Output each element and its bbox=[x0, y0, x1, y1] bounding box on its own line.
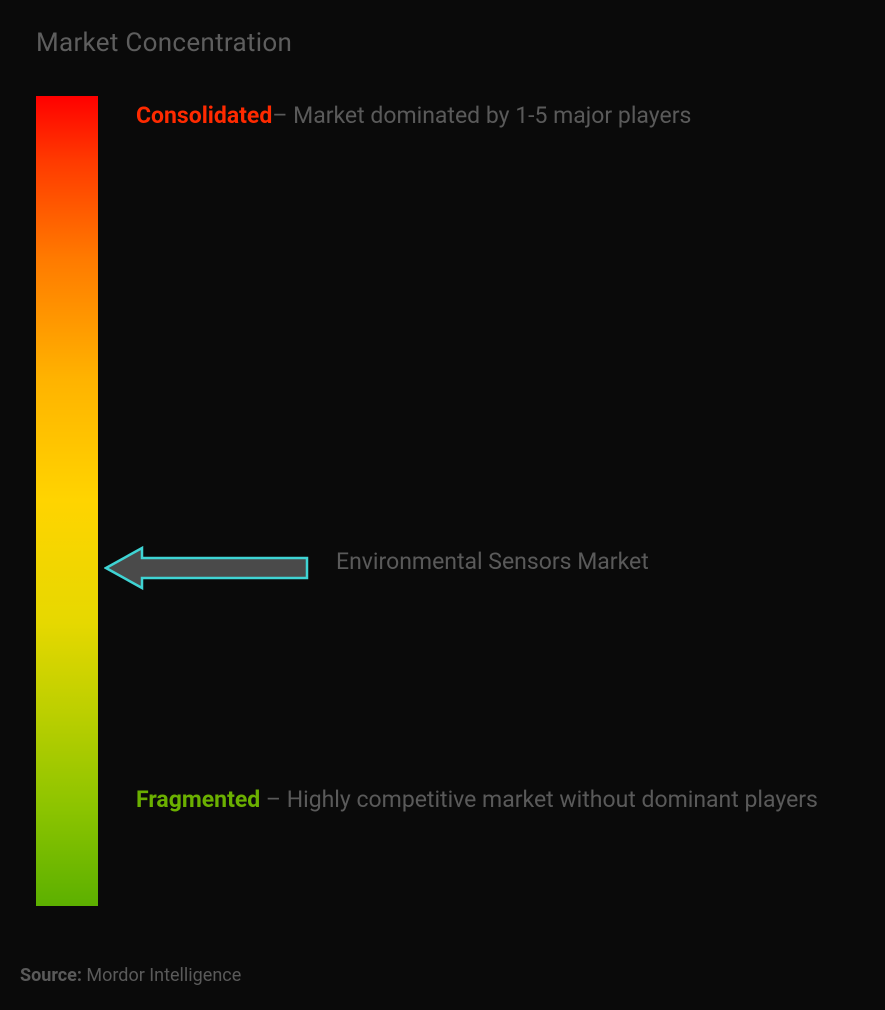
marker-label: Environmental Sensors Market bbox=[336, 544, 649, 580]
source-attribution: Source: Mordor Intelligence bbox=[20, 965, 241, 986]
consolidated-label-block: Consolidated– Market dominated by 1-5 ma… bbox=[136, 92, 829, 140]
page-title: Market Concentration bbox=[36, 28, 849, 58]
consolidated-keyword: Consolidated bbox=[136, 102, 272, 129]
source-label: Source: bbox=[20, 965, 82, 986]
concentration-gradient-bar bbox=[36, 96, 98, 906]
arrow-left-icon bbox=[104, 544, 309, 592]
source-value: Mordor Intelligence bbox=[82, 965, 241, 986]
chart-area: Consolidated– Market dominated by 1-5 ma… bbox=[36, 96, 849, 906]
fragmented-description: – Highly competitive market without domi… bbox=[260, 786, 818, 813]
consolidated-description: – Market dominated by 1-5 major players bbox=[272, 102, 691, 129]
marker-arrow bbox=[104, 544, 309, 592]
fragmented-label-block: Fragmented – Highly competitive market w… bbox=[136, 776, 829, 824]
fragmented-keyword: Fragmented bbox=[136, 786, 260, 813]
infographic-container: Market Concentration Consolidated– Marke… bbox=[0, 0, 885, 1010]
